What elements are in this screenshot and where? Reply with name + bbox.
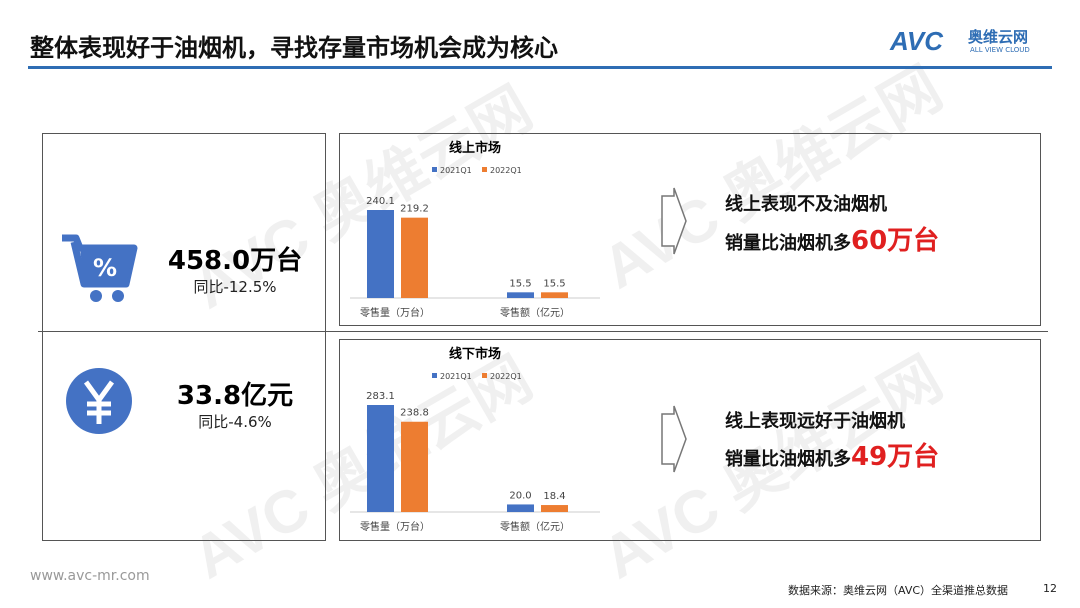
svg-text:%: % <box>93 254 117 282</box>
x-tick-label: 零售量（万台） <box>360 520 430 533</box>
bar <box>401 217 428 298</box>
bar <box>507 504 534 512</box>
arrow-right-icon <box>661 187 687 255</box>
header-divider <box>28 66 1052 69</box>
data-label: 20.0 <box>509 490 531 501</box>
legend-swatch <box>482 167 487 172</box>
data-label: 15.5 <box>509 278 531 289</box>
data-label: 240.1 <box>366 196 395 207</box>
offline-note-line1: 线上表现远好于油烟机 <box>725 411 905 432</box>
avc-logo: AVC 奥维云网 ALL VIEW CLOUD <box>890 26 1030 56</box>
x-tick-label: 零售额（亿元） <box>500 520 570 533</box>
legend-label: 2022Q1 <box>490 372 522 381</box>
offline-note-line2: 销量比油烟机多 <box>725 449 851 470</box>
row-divider <box>38 331 1048 332</box>
offline-market-panel <box>339 339 1041 541</box>
x-tick-label: 零售量（万台） <box>360 306 430 319</box>
shopping-cart-percent-icon: % <box>62 234 138 302</box>
online-note-line1: 线上表现不及油烟机 <box>725 194 887 215</box>
online-market-chart: 线上市场 2021Q1 2022Q1 零售量（万台） 240.1 219.2 零售额（亿元）… <box>350 140 600 319</box>
x-tick-label: 零售额（亿元） <box>500 306 570 319</box>
arrow-right-icon <box>661 405 687 473</box>
page-title: 整体表现好于油烟机，寻找存量市场机会成为核心 <box>30 34 558 62</box>
online-note-line2: 销量比油烟机多 <box>725 233 851 254</box>
website-link[interactable]: www.avc-mr.com <box>30 568 150 584</box>
chart-title: 线下市场 <box>449 346 501 362</box>
bar <box>541 505 568 512</box>
bar <box>367 405 394 512</box>
data-label: 219.2 <box>400 204 429 215</box>
bar <box>367 210 394 298</box>
page-number: 12 <box>1043 582 1057 595</box>
bar <box>507 292 534 298</box>
data-label: 18.4 <box>543 491 565 502</box>
bar <box>541 292 568 298</box>
data-source: 数据来源：奥维云网（AVC）全渠道推总数据 <box>788 584 1009 597</box>
kpi-volume-value: 458.0万台 <box>167 246 303 276</box>
data-label: 238.8 <box>400 408 429 419</box>
kpi-revenue-yoy: 同比-4.6% <box>198 413 272 431</box>
legend-swatch <box>432 373 437 378</box>
kpi-revenue-value: 33.8亿元 <box>176 381 294 411</box>
data-label: 15.5 <box>543 278 565 289</box>
legend-label: 2022Q1 <box>490 166 522 175</box>
legend-label: 2021Q1 <box>440 372 472 381</box>
yuan-icon <box>66 368 132 434</box>
offline-market-chart: 线下市场 2021Q1 2022Q1 零售量（万台） 283.1 238.8 零售额（亿元）… <box>350 346 600 533</box>
chart-title: 线上市场 <box>449 140 501 156</box>
data-label: 283.1 <box>366 391 395 402</box>
legend-swatch <box>432 167 437 172</box>
kpi-panel <box>42 133 326 541</box>
legend-label: 2021Q1 <box>440 166 472 175</box>
kpi-volume-yoy: 同比-12.5% <box>193 278 277 296</box>
legend-swatch <box>482 373 487 378</box>
bar <box>401 421 428 512</box>
offline-note-highlight: 49万台 <box>851 442 940 472</box>
online-market-panel <box>339 133 1041 326</box>
online-note-highlight: 60万台 <box>851 226 940 256</box>
